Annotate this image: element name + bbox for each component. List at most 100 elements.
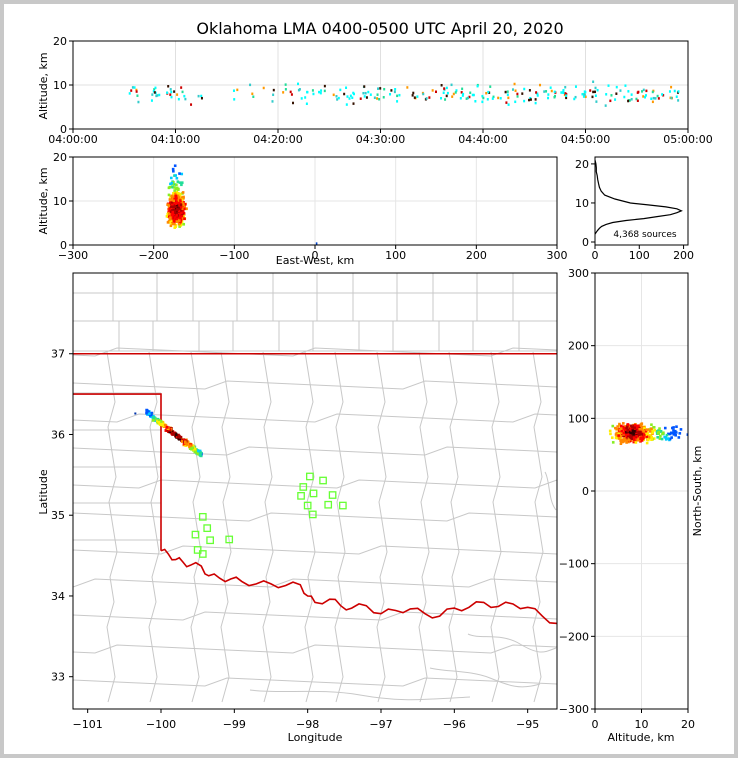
source-mark bbox=[679, 428, 683, 431]
source-mark bbox=[640, 439, 644, 442]
source-mark bbox=[641, 426, 645, 429]
county-line bbox=[220, 351, 232, 703]
source-mark bbox=[175, 200, 179, 203]
source-mark bbox=[608, 429, 612, 433]
lightning-source bbox=[186, 440, 190, 444]
x-tick-label: 05:00:00 bbox=[663, 133, 712, 146]
source-mark bbox=[178, 181, 182, 184]
source-mark bbox=[671, 431, 674, 435]
east-west-altitude-panel: Altitude, km East-West, km −300 −200 −100 0… bbox=[37, 151, 568, 267]
lightning-source bbox=[168, 430, 172, 434]
time-altitude-ylabel: Altitude, km bbox=[37, 52, 50, 119]
source-mark bbox=[674, 431, 678, 434]
source-mark bbox=[626, 423, 630, 427]
source-mark bbox=[592, 80, 595, 83]
source-mark bbox=[647, 428, 650, 431]
x-tick-label: 0 bbox=[592, 718, 599, 731]
source-mark bbox=[514, 89, 517, 92]
y-tick-label: 0 bbox=[582, 485, 589, 498]
source-mark bbox=[170, 203, 174, 207]
lma-station-marker bbox=[306, 472, 314, 481]
source-mark bbox=[172, 181, 175, 184]
source-mark bbox=[637, 432, 641, 436]
source-mark bbox=[175, 176, 179, 180]
source-mark bbox=[677, 436, 681, 439]
source-mark bbox=[639, 437, 643, 440]
source-mark bbox=[610, 94, 613, 97]
source-mark bbox=[133, 86, 136, 89]
source-mark bbox=[155, 94, 158, 98]
source-mark bbox=[632, 432, 635, 436]
source-mark bbox=[332, 93, 335, 97]
source-mark bbox=[183, 205, 186, 209]
county-line bbox=[262, 351, 274, 703]
source-mark bbox=[262, 86, 265, 90]
source-mark bbox=[499, 97, 502, 100]
source-mark bbox=[137, 100, 140, 104]
source-mark bbox=[619, 424, 623, 428]
source-mark bbox=[442, 91, 445, 95]
source-mark bbox=[396, 100, 399, 103]
source-mark bbox=[627, 99, 630, 103]
north-south-plot-area bbox=[595, 273, 688, 709]
source-mark bbox=[461, 87, 464, 91]
source-mark bbox=[668, 432, 672, 436]
source-mark bbox=[174, 223, 178, 227]
x-tick-label: −100 bbox=[146, 718, 176, 731]
source-mark bbox=[130, 89, 133, 92]
source-mark bbox=[177, 97, 180, 101]
source-mark bbox=[445, 94, 448, 98]
x-tick-label: −98 bbox=[296, 718, 319, 731]
source-mark bbox=[446, 91, 449, 95]
source-mark bbox=[170, 194, 173, 198]
source-mark bbox=[178, 207, 182, 211]
source-mark bbox=[632, 431, 636, 434]
source-mark bbox=[174, 205, 177, 209]
source-mark bbox=[169, 216, 172, 219]
source-mark bbox=[550, 89, 553, 93]
source-mark bbox=[663, 426, 667, 430]
source-mark bbox=[180, 198, 184, 202]
source-mark bbox=[677, 99, 680, 102]
source-mark bbox=[644, 433, 648, 436]
source-mark bbox=[620, 431, 623, 435]
source-mark bbox=[290, 93, 293, 96]
source-mark bbox=[622, 422, 625, 425]
source-mark bbox=[667, 437, 670, 440]
source-mark bbox=[173, 197, 177, 201]
source-mark bbox=[589, 89, 592, 92]
source-mark bbox=[489, 85, 492, 88]
source-mark bbox=[652, 426, 656, 429]
source-mark bbox=[630, 93, 633, 96]
source-mark bbox=[135, 90, 138, 93]
source-mark bbox=[476, 84, 479, 88]
source-mark bbox=[460, 91, 463, 94]
source-mark bbox=[178, 172, 181, 175]
source-mark bbox=[396, 94, 399, 98]
time-altitude-plot-area bbox=[73, 41, 688, 129]
county-line bbox=[73, 380, 557, 390]
source-mark bbox=[609, 99, 612, 103]
lma-station-marker bbox=[191, 530, 200, 539]
source-mark bbox=[469, 91, 472, 94]
source-mark bbox=[180, 183, 183, 187]
source-mark bbox=[174, 194, 178, 198]
source-mark bbox=[166, 91, 169, 94]
source-mark bbox=[529, 98, 532, 101]
source-mark bbox=[185, 207, 188, 210]
x-tick-label: 10 bbox=[635, 718, 649, 731]
source-mark bbox=[628, 432, 631, 435]
y-tick-label: 10 bbox=[53, 195, 67, 208]
source-mark bbox=[175, 220, 179, 224]
y-tick-label: 33 bbox=[51, 671, 65, 684]
source-mark bbox=[175, 214, 178, 217]
source-mark bbox=[645, 435, 649, 438]
x-tick-label: −100 bbox=[219, 249, 249, 262]
source-mark bbox=[657, 430, 661, 434]
source-mark bbox=[171, 197, 175, 201]
source-mark bbox=[173, 189, 176, 192]
source-mark bbox=[634, 441, 638, 444]
lightning-source bbox=[178, 435, 182, 439]
source-mark bbox=[605, 93, 608, 96]
lightning-source bbox=[193, 450, 197, 454]
